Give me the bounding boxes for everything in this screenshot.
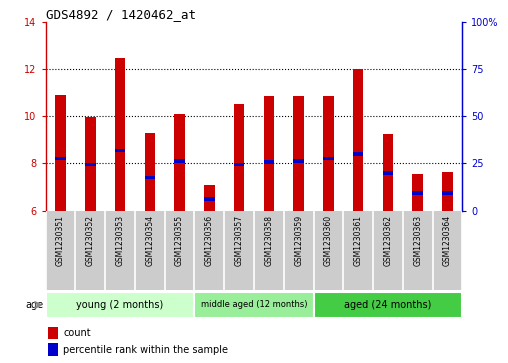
Bar — [145, 132, 155, 211]
Text: GSM1230357: GSM1230357 — [235, 215, 244, 266]
Text: GSM1230353: GSM1230353 — [116, 215, 124, 266]
Text: GSM1230360: GSM1230360 — [324, 215, 333, 266]
Bar — [174, 114, 185, 211]
Text: GSM1230364: GSM1230364 — [443, 215, 452, 266]
Text: percentile rank within the sample: percentile rank within the sample — [63, 344, 228, 355]
Bar — [48, 343, 58, 356]
Bar — [383, 171, 393, 175]
Text: GSM1230359: GSM1230359 — [294, 215, 303, 266]
Bar — [204, 184, 214, 211]
Bar — [294, 96, 304, 211]
Bar — [234, 163, 244, 166]
Text: count: count — [63, 328, 91, 338]
Bar — [85, 163, 96, 166]
FancyBboxPatch shape — [195, 292, 313, 318]
Bar — [383, 134, 393, 211]
Bar — [294, 159, 304, 163]
Text: aged (24 months): aged (24 months) — [344, 300, 432, 310]
Text: young (2 months): young (2 months) — [77, 300, 164, 310]
Bar — [353, 69, 363, 211]
Bar — [48, 327, 58, 339]
Bar — [234, 105, 244, 211]
Bar — [442, 191, 453, 195]
FancyBboxPatch shape — [46, 292, 195, 318]
Bar — [412, 174, 423, 211]
Bar — [204, 197, 214, 200]
Text: GSM1230354: GSM1230354 — [145, 215, 154, 266]
Text: GSM1230362: GSM1230362 — [384, 215, 392, 265]
Text: GSM1230356: GSM1230356 — [205, 215, 214, 266]
Text: GSM1230352: GSM1230352 — [86, 215, 95, 265]
Text: GSM1230363: GSM1230363 — [413, 215, 422, 266]
Bar — [264, 160, 274, 164]
Text: GSM1230358: GSM1230358 — [264, 215, 273, 265]
Bar — [323, 96, 334, 211]
Bar — [323, 157, 334, 160]
Bar — [264, 96, 274, 211]
Bar — [353, 152, 363, 156]
Text: age: age — [25, 300, 43, 310]
Bar — [442, 172, 453, 211]
FancyBboxPatch shape — [313, 292, 462, 318]
Bar — [145, 176, 155, 179]
Text: GSM1230361: GSM1230361 — [354, 215, 363, 265]
Bar — [55, 95, 66, 211]
Bar — [85, 117, 96, 211]
Bar — [412, 191, 423, 195]
Bar — [115, 148, 125, 152]
Bar — [174, 159, 185, 163]
Text: middle aged (12 months): middle aged (12 months) — [201, 301, 307, 309]
Text: GDS4892 / 1420462_at: GDS4892 / 1420462_at — [46, 8, 196, 21]
Bar — [55, 157, 66, 160]
Text: GSM1230351: GSM1230351 — [56, 215, 65, 265]
Bar — [115, 58, 125, 211]
Text: GSM1230355: GSM1230355 — [175, 215, 184, 266]
